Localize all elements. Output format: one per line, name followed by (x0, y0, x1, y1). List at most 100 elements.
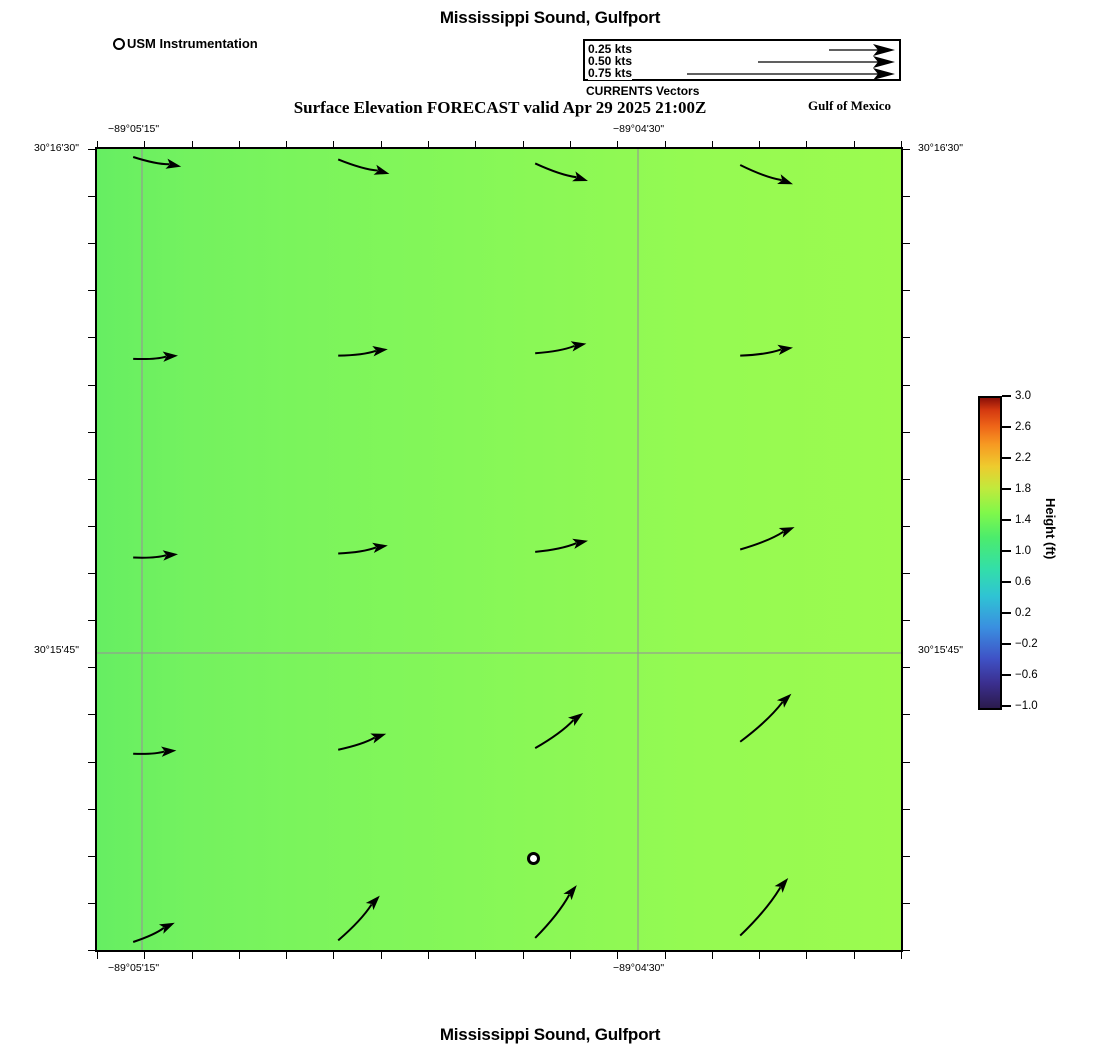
currents-legend-label: 0.75 kts (588, 66, 633, 80)
x-axis-tick (759, 141, 760, 148)
x-axis-tick (854, 141, 855, 148)
current-vector-arrow (739, 693, 792, 743)
gridline-vertical (636, 149, 639, 950)
y-axis-tick (903, 149, 910, 150)
y-axis-tick (903, 432, 910, 433)
y-axis-tick (88, 385, 95, 386)
x-axis-tick (144, 141, 145, 148)
y-axis-tick (88, 620, 95, 621)
height-colorbar (978, 396, 1002, 710)
current-vector-arrow (535, 538, 588, 553)
y-axis-tick (903, 243, 910, 244)
current-vector-arrow (740, 344, 793, 357)
y-axis-tick (88, 573, 95, 574)
current-vector-arrow (535, 341, 587, 355)
region-label: Gulf of Mexico (808, 98, 892, 113)
current-vector-arrow (132, 922, 175, 943)
current-vector-arrow (337, 733, 387, 751)
y-axis-tick (903, 620, 910, 621)
currents-legend-row: 0.50 kts (585, 54, 899, 69)
x-axis-tick (239, 952, 240, 959)
usm-station-marker[interactable] (526, 852, 540, 866)
current-vector-arrow (534, 162, 588, 182)
y-axis-tick (903, 479, 910, 480)
x-axis-tick (617, 952, 618, 959)
y-axis-tick (88, 856, 95, 857)
currents-legend-row: 0.75 kts (585, 66, 899, 81)
y-axis-tick (88, 714, 95, 715)
currents-legend-label: 0.50 kts (588, 54, 633, 68)
currents-legend-label: 0.25 kts (588, 42, 633, 56)
current-vector-field (132, 156, 795, 943)
y-axis-tick (903, 856, 910, 857)
y-axis-left-tick-label-1: 30°16'30" (34, 142, 79, 154)
y-axis-tick (903, 385, 910, 386)
x-axis-tick (475, 141, 476, 148)
current-vector-arrow (338, 346, 388, 357)
x-axis-tick (901, 952, 902, 959)
x-axis-tick (712, 141, 713, 148)
vector-arrow-icon (829, 44, 895, 56)
x-axis-tick (570, 952, 571, 959)
y-axis-left-tick-label-2: 30°15'45" (34, 644, 79, 656)
y-axis-tick (903, 762, 910, 763)
x-axis-bottom-ticks (95, 951, 903, 959)
y-axis-tick (88, 903, 95, 904)
y-axis-tick (903, 903, 910, 904)
y-axis-left-ticks (88, 147, 96, 952)
x-axis-tick (428, 952, 429, 959)
colorbar-tick-label: 2.6 (1015, 421, 1031, 433)
colorbar-tick-label: −1.0 (1015, 700, 1038, 712)
colorbar-tick-label: −0.2 (1015, 638, 1038, 650)
x-axis-tick (854, 952, 855, 959)
current-vector-arrow (132, 156, 182, 169)
y-axis-tick (88, 809, 95, 810)
y-axis-right-ticks (902, 147, 910, 952)
footer-title: Mississippi Sound, Gulfport (439, 1025, 661, 1044)
y-axis-tick (88, 337, 95, 338)
x-axis-top-tick-label-2: −89°04'30" (613, 123, 665, 135)
y-axis-tick (903, 667, 910, 668)
colorbar-tick-label: 1.0 (1015, 545, 1031, 557)
current-vector-arrow (338, 542, 388, 555)
y-axis-tick (903, 809, 910, 810)
x-axis-tick (286, 141, 287, 148)
y-axis-tick (88, 762, 95, 763)
x-axis-tick (97, 141, 98, 148)
y-axis-tick (88, 290, 95, 291)
vector-arrow-icon (758, 56, 895, 68)
colorbar-tick-group: 3.0 2.6 2.2 1.8 1.4 1.0 0.6 0.2 −0.2 −0.6 −1.0 (1002, 390, 1098, 716)
colorbar-tick (1002, 581, 1011, 583)
current-vector-arrow (133, 550, 178, 561)
current-vector-arrow (739, 527, 795, 551)
colorbar-tick-label: −0.6 (1015, 669, 1038, 681)
x-axis-tick (523, 952, 524, 959)
y-axis-tick (903, 714, 910, 715)
x-axis-tick (144, 952, 145, 959)
forecast-map-plot[interactable] (95, 147, 903, 952)
y-axis-tick (903, 196, 910, 197)
usm-legend-label: USM Instrumentation (127, 36, 258, 51)
x-axis-tick (523, 141, 524, 148)
colorbar-tick (1002, 457, 1011, 459)
y-axis-tick (88, 196, 95, 197)
colorbar-tick (1002, 643, 1011, 645)
x-axis-tick (665, 141, 666, 148)
y-axis-tick (903, 526, 910, 527)
y-axis-right-tick-label-1: 30°16'30" (918, 142, 963, 154)
y-axis-tick (88, 243, 95, 244)
current-vector-arrow (133, 746, 177, 757)
current-vector-arrow (739, 164, 793, 185)
y-axis-tick (88, 432, 95, 433)
x-axis-tick (381, 952, 382, 959)
colorbar-tick (1002, 519, 1011, 521)
open-circle-marker-icon (113, 37, 125, 50)
x-axis-tick (97, 952, 98, 959)
y-axis-tick (88, 479, 95, 480)
x-axis-tick (333, 141, 334, 148)
current-vector-arrow (337, 895, 380, 942)
colorbar-tick (1002, 612, 1011, 614)
colorbar-tick (1002, 550, 1011, 552)
y-axis-right-tick-label-2: 30°15'45" (918, 644, 963, 656)
x-axis-tick (192, 141, 193, 148)
